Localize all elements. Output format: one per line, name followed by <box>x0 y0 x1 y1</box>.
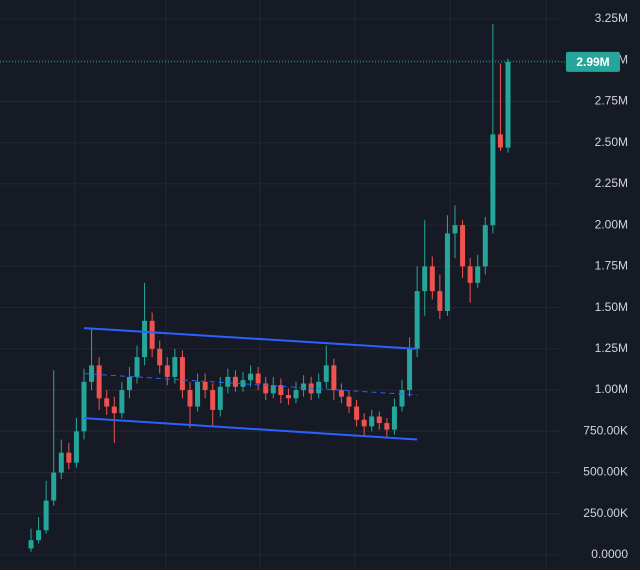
candle-body <box>285 395 291 399</box>
candle-body <box>51 472 57 501</box>
candle-body <box>505 61 511 148</box>
candle-body <box>195 381 201 407</box>
candle-body <box>407 348 413 391</box>
candle-body <box>399 390 405 407</box>
candle-body <box>179 357 185 391</box>
y-tick-label: 1.25M <box>595 341 628 355</box>
candle-body <box>248 373 254 381</box>
candle-body <box>58 452 64 473</box>
y-tick-label: 2.25M <box>595 176 628 190</box>
y-tick-label: 2.00M <box>595 217 628 231</box>
candle-body <box>187 390 193 407</box>
y-tick-label: 1.50M <box>595 300 628 314</box>
candle-body <box>354 406 360 420</box>
candle-body <box>346 396 352 407</box>
trendline <box>83 417 418 441</box>
candle-body <box>240 380 246 387</box>
candle-body <box>217 386 223 410</box>
candle-body <box>429 266 435 292</box>
y-tick-label: 250.00K <box>583 506 628 520</box>
candle-body <box>331 365 337 391</box>
trendline <box>83 327 418 350</box>
candle-body <box>73 431 79 463</box>
y-tick-label: 500.00K <box>583 465 628 479</box>
candle-body <box>202 381 208 391</box>
candle-body <box>172 357 178 377</box>
candle-body <box>301 383 307 391</box>
last-price-label: 2.99M <box>576 55 609 69</box>
y-tick-label: 750.00K <box>583 423 628 437</box>
y-tick-label: 3.25M <box>595 11 628 25</box>
candle-body <box>263 383 269 394</box>
y-tick-label: 2.75M <box>595 94 628 108</box>
candle-body <box>384 423 390 430</box>
candle-body <box>467 266 473 283</box>
candle-body <box>452 225 458 234</box>
candle-body <box>490 134 496 226</box>
candle-body <box>414 291 420 349</box>
candle-body <box>323 365 329 382</box>
candle-body <box>482 225 488 267</box>
candle-body <box>119 390 125 414</box>
candle-body <box>66 452 72 463</box>
candle-body <box>96 365 102 399</box>
candle-body <box>293 390 299 399</box>
candle-body <box>43 500 49 531</box>
trendline <box>83 373 418 396</box>
candle-body <box>104 398 110 407</box>
candle-body <box>134 357 140 377</box>
candle-body <box>460 225 466 267</box>
candle-body <box>361 419 367 427</box>
candle-body <box>164 365 170 377</box>
last-price-badge <box>566 51 620 72</box>
candle-body <box>376 416 382 424</box>
candle-body <box>391 406 397 430</box>
candle-body <box>81 381 87 432</box>
y-tick-label: 1.00M <box>595 382 628 396</box>
candle-body <box>270 385 276 394</box>
candle-body <box>111 406 117 414</box>
candle-body <box>28 540 34 549</box>
candle-body <box>316 381 322 394</box>
candle-body <box>475 266 481 283</box>
candle-body <box>338 390 344 397</box>
y-tick-label: 1.75M <box>595 259 628 273</box>
candle-body <box>444 233 450 311</box>
candle-body <box>36 530 42 541</box>
candle-body <box>142 320 148 358</box>
candle-body <box>437 291 443 311</box>
candle-body <box>157 348 163 366</box>
candle-body <box>225 376 231 387</box>
candle-body <box>126 376 132 391</box>
candle-body <box>497 134 503 148</box>
candle-body <box>422 266 428 292</box>
candle-body <box>369 416 375 427</box>
y-tick-label: 2.50M <box>595 135 628 149</box>
candle-body <box>89 365 95 382</box>
candle-body <box>232 376 238 387</box>
candle-body <box>278 385 284 396</box>
candle-body <box>210 390 216 410</box>
candle-body <box>149 320 155 349</box>
candle-body <box>255 373 261 384</box>
y-tick-label: 0.0000 <box>591 547 628 561</box>
